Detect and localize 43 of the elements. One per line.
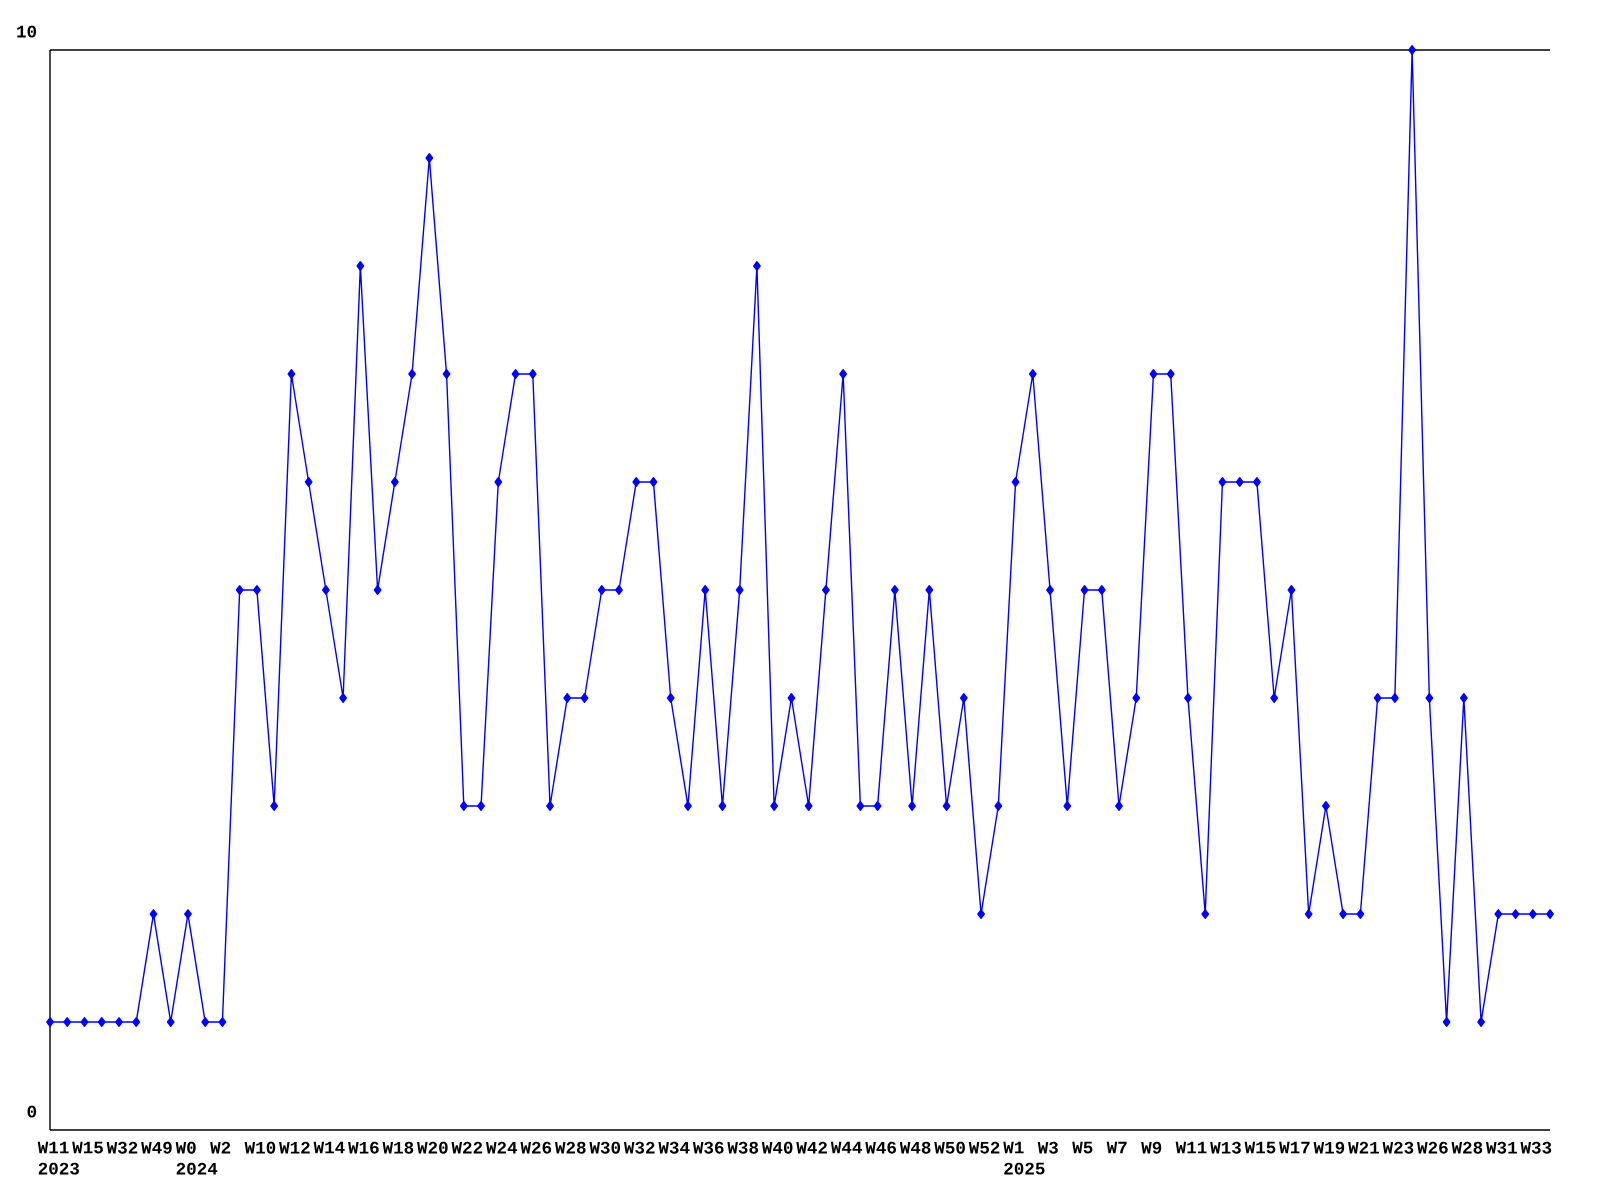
x-tick-label: W9: [1141, 1141, 1162, 1154]
x-tick-label: W3: [1037, 1141, 1058, 1154]
x-tick-label: W48: [899, 1141, 931, 1154]
x-tick-label: W15: [72, 1141, 103, 1154]
x-tick-label: W16: [348, 1141, 379, 1154]
x-tick-label: W21: [1348, 1141, 1379, 1154]
x-tick-label: W44: [830, 1141, 862, 1154]
x-tick-label: W22: [451, 1141, 483, 1154]
x-tick-label: W50: [934, 1141, 965, 1154]
x-tick-label: W32: [106, 1141, 138, 1154]
x-tick-label: W13: [1210, 1141, 1241, 1154]
x-tick-label: W18: [382, 1141, 414, 1154]
x-tick-label: W40: [761, 1141, 793, 1154]
x-tick-label: W19: [1313, 1141, 1345, 1154]
x-tick-label: W30: [589, 1141, 621, 1154]
x-tick-label: W26: [1417, 1141, 1448, 1154]
x-tick-label: W23: [1382, 1141, 1414, 1154]
x-tick-label: W17: [1279, 1141, 1310, 1154]
x-tick-label: W2: [210, 1141, 231, 1154]
x-tick-label: W12: [279, 1141, 310, 1154]
x-tick-label: W28: [554, 1141, 586, 1154]
x-tick-label: W24: [485, 1141, 518, 1154]
x-tick-label: W38: [727, 1141, 759, 1154]
y-tick-label: 0: [27, 1105, 37, 1118]
x-tick-label: W31: [1486, 1141, 1517, 1154]
y-tick-label: 10: [17, 25, 37, 38]
x-tick-label: W11: [1175, 1141, 1207, 1154]
x-tick-label: W7: [1106, 1141, 1127, 1154]
x-tick-label: W28: [1451, 1141, 1483, 1154]
x-tick-label: W15: [1244, 1141, 1276, 1154]
x-tick-label: W32: [623, 1141, 655, 1154]
x-tick-label: W20: [417, 1141, 448, 1154]
x-tick-label: W34: [658, 1141, 690, 1154]
x-tick-label: W42: [796, 1141, 827, 1154]
x-tick-label: W14: [313, 1141, 345, 1154]
x-tick-label: W5: [1072, 1141, 1093, 1154]
x-tick-label: W46: [865, 1141, 896, 1154]
x-tick-label: W26: [520, 1141, 552, 1154]
x-tick-label: W36: [692, 1141, 724, 1154]
x-tick-label: W49: [141, 1141, 172, 1154]
x-tick-label: W52: [968, 1141, 1000, 1154]
x-tick-label: W10: [244, 1141, 276, 1154]
x-tick-label: W33: [1520, 1141, 1552, 1154]
